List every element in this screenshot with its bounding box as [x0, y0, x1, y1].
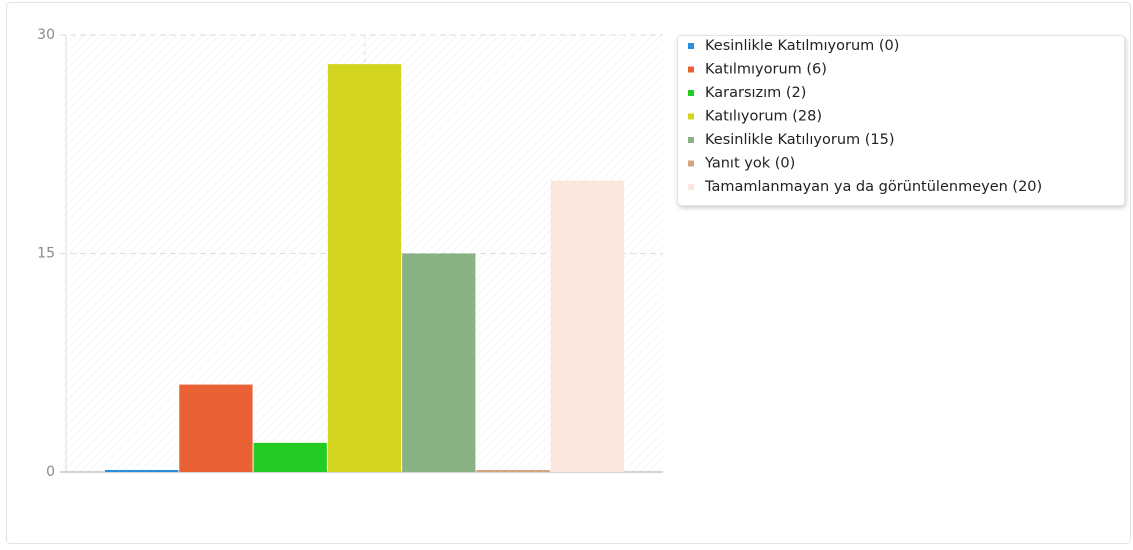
legend [677, 35, 1125, 206]
legend-label: Kesinlikle Katılmıyorum (0) [705, 38, 899, 54]
y-tick-label: 0 [46, 464, 55, 480]
legend-marker [688, 90, 694, 96]
legend-label: Yanıt yok (0) [704, 156, 795, 172]
legend-marker [688, 113, 694, 120]
legend-label: Tamamlanmayan ya da görüntülenmeyen (20) [704, 179, 1042, 195]
y-tick-label: 30 [37, 27, 55, 43]
legend-marker [688, 160, 694, 167]
legend-marker [688, 137, 694, 143]
legend-marker [688, 43, 694, 49]
legend-label: Kesinlikle Katılıyorum (15) [705, 132, 895, 148]
legend-marker [688, 66, 694, 73]
bar [550, 180, 624, 472]
bar [105, 470, 179, 472]
legend-label: Katılıyorum (28) [705, 109, 822, 125]
bar [476, 470, 550, 472]
bar [327, 64, 402, 472]
bar [402, 253, 476, 472]
bar [253, 442, 327, 472]
bar [179, 384, 253, 472]
legend-marker [688, 184, 694, 190]
legend-label: Katılmıyorum (6) [705, 62, 827, 78]
legend-label: Kararsızım (2) [705, 85, 806, 101]
y-tick-label: 15 [37, 246, 55, 262]
